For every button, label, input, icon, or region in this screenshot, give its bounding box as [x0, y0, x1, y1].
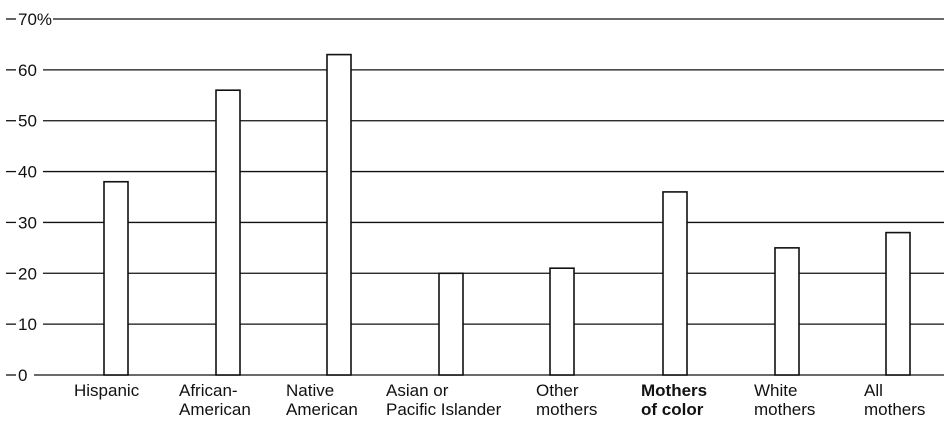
tick-label-bg	[17, 314, 43, 335]
category-label: African-	[179, 381, 238, 400]
bar-6	[774, 247, 800, 376]
category-label: American	[179, 400, 251, 419]
category-label: All	[864, 381, 883, 400]
tick-label-bg	[17, 161, 43, 182]
y-tick-label: 20	[18, 264, 37, 283]
category-label: American	[286, 400, 358, 419]
bars	[103, 53, 911, 376]
category-label: Pacific Islander	[386, 400, 502, 419]
bar-1	[215, 89, 241, 376]
category-label: Hispanic	[74, 381, 140, 400]
tick-label-bg	[17, 9, 53, 29]
category-label: mothers	[754, 400, 815, 419]
category-label: White	[754, 381, 797, 400]
category-label: Asian or	[386, 381, 449, 400]
y-tick-label: 50	[18, 112, 37, 131]
gridlines	[6, 18, 944, 376]
tick-label-bg	[17, 212, 43, 233]
category-label: mothers	[536, 400, 597, 419]
tick-label-bg	[17, 110, 43, 131]
tick-label-bg	[17, 263, 43, 284]
category-label: Mothers	[641, 381, 707, 400]
y-tick-label: 40	[18, 163, 37, 182]
bar-4	[549, 267, 575, 376]
tick-label-bg	[17, 59, 43, 80]
tick-label-bg	[17, 365, 33, 385]
bar-2	[326, 53, 352, 376]
y-tick-label: 70%	[18, 10, 52, 29]
bar-0	[103, 180, 129, 376]
y-tick-label: 10	[18, 315, 37, 334]
bar-7	[885, 231, 911, 376]
bar-3	[438, 272, 464, 376]
category-label: Other	[536, 381, 579, 400]
category-label: Native	[286, 381, 334, 400]
y-tick-label: 30	[18, 213, 37, 232]
category-labels: Hispanic African-AmericanNativeAmericanAs…	[74, 381, 925, 419]
y-tick-label: 0	[18, 366, 27, 385]
y-tick-label: 60	[18, 61, 37, 80]
y-axis-ticks: 0 10 20 30 40 50 60 70%	[17, 9, 53, 385]
bar-5	[662, 191, 688, 376]
category-label: of color	[641, 400, 704, 419]
category-label: mothers	[864, 400, 925, 419]
